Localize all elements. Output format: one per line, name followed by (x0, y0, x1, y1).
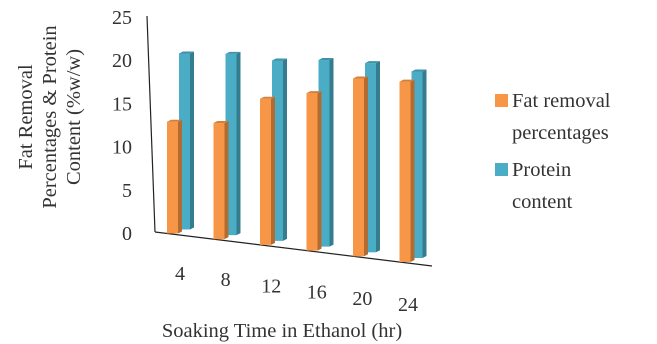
legend-label-fat-removal-line-1: Fat removal (512, 90, 611, 112)
bar-fat-removal-16-side (317, 91, 322, 251)
bar-fat-removal-16-top (306, 91, 322, 94)
bar-protein-content-12-top (272, 58, 287, 61)
bar-fat-removal-4-side (178, 119, 182, 234)
y-axis-title: Fat Removal Percentages & Protein Conten… (15, 25, 85, 208)
y-axis-title-line-1: Fat Removal (15, 64, 37, 170)
bar-fat-removal-8-side (224, 121, 229, 240)
bar-protein-content-4-top (179, 51, 194, 54)
bar-fat-removal-20-front (353, 78, 364, 257)
bar-fat-removal-12-front (260, 98, 271, 245)
bar-protein-content-20-top (365, 61, 380, 64)
bar-fat-removal-24-top (399, 79, 415, 82)
bar-protein-content-4-front (179, 53, 190, 230)
y-axis-line (146, 15, 156, 233)
bar-protein-content-8-side (236, 51, 241, 236)
bar-protein-content-4 (179, 51, 194, 230)
bar-protein-content-4-side (190, 51, 194, 230)
bar-fat-removal-8-front (213, 123, 225, 240)
y-tick-label: 15 (112, 93, 132, 115)
y-tick-label: 10 (112, 137, 132, 159)
bar-fat-removal-12 (260, 96, 275, 245)
y-tick-label: 5 (122, 180, 132, 202)
bar-fat-removal-20-side (364, 76, 368, 257)
bar-protein-content-8 (225, 51, 241, 236)
legend-label-protein-content-line-2: content (512, 191, 573, 213)
legend-swatch-protein-content (495, 163, 508, 176)
bar-series-group (167, 51, 427, 263)
bar-fat-removal-4-top (167, 119, 182, 122)
bar-protein-content-24-side (422, 69, 427, 259)
bar-fat-removal-20 (353, 76, 368, 257)
bar-protein-content-24-front (411, 71, 423, 259)
bar-fat-removal-12-side (271, 96, 275, 245)
bar-fat-removal-20-top (353, 76, 368, 79)
bar-fat-removal-16 (306, 91, 322, 251)
bar-fat-removal-8 (213, 121, 229, 240)
bar-fat-removal-16-front (306, 93, 318, 251)
bar-protein-content-8-top (225, 51, 241, 54)
bar-protein-content-12 (272, 58, 287, 241)
bar-protein-content-16-side (329, 58, 334, 247)
bar-protein-content-24-top (411, 69, 427, 72)
legend: Fat removal percentages Protein content (495, 90, 611, 213)
bar-fat-removal-24-front (399, 81, 411, 263)
legend-label-fat-removal-line-2: percentages (512, 122, 609, 144)
bar-fat-removal-8-top (213, 121, 229, 124)
legend-item-protein-content: Protein content (495, 159, 573, 213)
bar-protein-content-16 (318, 58, 334, 247)
legend-swatch-fat-removal (495, 94, 508, 107)
y-axis-title-line-3: Content (%w/w) (63, 49, 85, 185)
y-tick-label: 25 (112, 7, 132, 29)
bar-fat-removal-4-front (167, 121, 178, 234)
chart-axes (146, 15, 433, 267)
bar-protein-content-16-top (318, 58, 334, 61)
y-axis-title-line-2: Percentages & Protein (39, 25, 61, 208)
x-tick-labels: 4 8 12 16 20 24 (175, 263, 418, 316)
bar-protein-content-20-side (376, 61, 380, 253)
y-tick-labels: 0 5 10 15 20 25 (112, 7, 132, 245)
x-axis-line (154, 231, 433, 267)
bar-protein-content-24 (411, 69, 427, 259)
bar-protein-content-20-front (365, 63, 376, 253)
x-tick-label: 12 (261, 275, 281, 297)
bar-protein-content-12-front (272, 60, 283, 241)
x-tick-label: 24 (398, 294, 418, 316)
x-tick-label: 8 (221, 269, 231, 291)
bar-fat-removal-24-side (410, 79, 415, 263)
y-tick-label: 20 (112, 50, 132, 72)
y-tick-label: 0 (122, 223, 132, 245)
x-tick-label: 4 (175, 263, 185, 285)
bar-protein-content-16-front (318, 60, 330, 247)
bar-fat-removal-12-top (260, 96, 275, 99)
bar-fat-removal-24 (399, 79, 415, 263)
bar-fat-removal-4 (167, 119, 182, 234)
legend-item-fat-removal: Fat removal percentages (495, 90, 611, 144)
x-axis-title: Soaking Time in Ethanol (hr) (162, 320, 402, 342)
bar-protein-content-8-front (225, 53, 237, 236)
x-tick-label: 20 (352, 288, 372, 310)
x-tick-label: 16 (307, 282, 327, 304)
bar-protein-content-12-side (283, 58, 287, 241)
bar-protein-content-20 (365, 61, 380, 253)
legend-label-protein-content-line-1: Protein (512, 159, 571, 181)
